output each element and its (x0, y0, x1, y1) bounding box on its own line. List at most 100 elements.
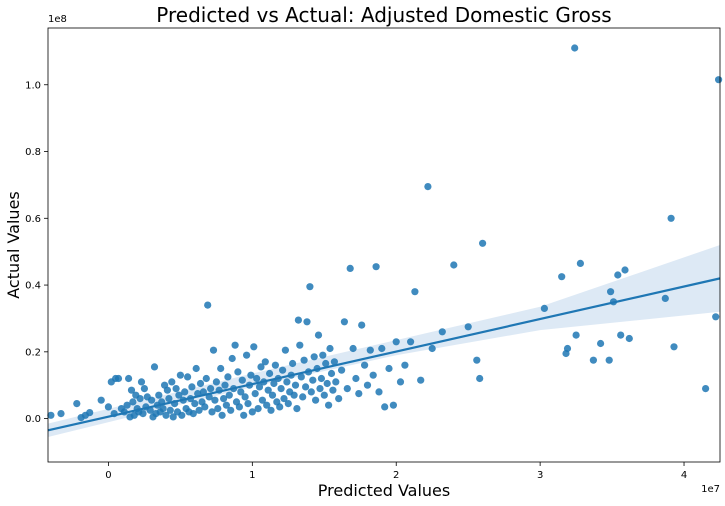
data-point (123, 401, 131, 409)
data-point (191, 400, 199, 408)
chart-title: Predicted vs Actual: Adjusted Domestic G… (156, 3, 611, 27)
data-point (172, 385, 180, 393)
data-point (221, 381, 229, 389)
data-point (169, 413, 177, 421)
data-point (476, 374, 484, 383)
data-point (332, 378, 340, 386)
data-point (268, 391, 277, 399)
data-point (279, 366, 287, 374)
data-point (335, 395, 343, 403)
data-point (162, 411, 170, 419)
data-point (438, 328, 446, 336)
data-point (139, 410, 147, 418)
data-point (322, 359, 330, 368)
data-point (73, 400, 81, 408)
data-point (291, 381, 300, 389)
data-point (227, 406, 235, 414)
data-point (238, 376, 246, 384)
data-point (297, 373, 305, 381)
data-point (299, 393, 307, 401)
data-point (317, 374, 325, 383)
data-point (306, 283, 314, 291)
data-point (621, 266, 629, 274)
data-point (218, 411, 226, 419)
data-point (264, 386, 272, 394)
data-point (392, 338, 400, 346)
plot-area (47, 27, 723, 463)
data-point (258, 396, 266, 404)
data-point (576, 259, 585, 267)
data-point (207, 385, 215, 393)
data-point (407, 338, 415, 346)
data-point (47, 411, 55, 419)
data-point (276, 403, 284, 411)
data-point (661, 294, 669, 302)
data-point (217, 364, 225, 373)
data-point (263, 401, 271, 409)
data-point (372, 263, 380, 271)
data-point (224, 373, 232, 381)
data-point (159, 405, 167, 413)
data-point (137, 378, 146, 386)
data-point (385, 364, 393, 373)
data-point (248, 408, 256, 416)
data-point (302, 383, 310, 391)
data-point (352, 374, 360, 383)
data-point (202, 374, 210, 383)
y-tick-label: 0.8 (25, 147, 41, 158)
data-point (181, 388, 189, 396)
data-point (358, 321, 366, 329)
data-point (340, 318, 348, 326)
data-point (201, 403, 209, 411)
data-point (284, 400, 292, 408)
data-point (473, 356, 481, 364)
data-point (257, 363, 265, 371)
data-point (283, 378, 291, 386)
data-point (375, 388, 383, 396)
x-offset-label: 1e7 (701, 484, 720, 495)
data-point (349, 344, 357, 353)
data-point (289, 359, 297, 368)
x-axis-label: Predicted Values (318, 481, 450, 500)
data-point (396, 378, 405, 386)
data-point (346, 264, 354, 272)
data-point (240, 411, 248, 419)
data-point (401, 361, 409, 369)
plot-frame (47, 27, 721, 463)
data-point (163, 386, 171, 394)
data-point (314, 331, 323, 339)
x-tick-label: 1 (249, 470, 255, 481)
data-point (209, 346, 218, 354)
data-point (196, 379, 205, 388)
data-point (255, 383, 264, 391)
data-point (296, 341, 304, 349)
data-point (220, 395, 228, 403)
data-point (165, 395, 173, 403)
data-point (464, 323, 472, 331)
data-point (571, 44, 579, 52)
data-point (204, 301, 212, 309)
data-point (389, 401, 397, 409)
data-point (316, 385, 324, 393)
data-point (127, 386, 136, 394)
data-point (237, 388, 245, 396)
data-point (280, 395, 288, 403)
data-point (326, 344, 334, 353)
data-point (271, 361, 279, 369)
data-point (267, 406, 275, 414)
data-point (214, 405, 222, 413)
regression-line (47, 277, 721, 432)
data-point (234, 368, 242, 376)
data-point (702, 385, 710, 393)
y-tick-label: 1.0 (25, 80, 41, 91)
data-point (378, 344, 386, 353)
data-point (715, 76, 723, 84)
data-point (86, 409, 94, 417)
data-point (300, 356, 308, 364)
data-point (381, 403, 389, 411)
data-point (166, 406, 174, 414)
data-point (343, 385, 351, 393)
data-point (97, 396, 105, 404)
data-point (327, 369, 336, 378)
